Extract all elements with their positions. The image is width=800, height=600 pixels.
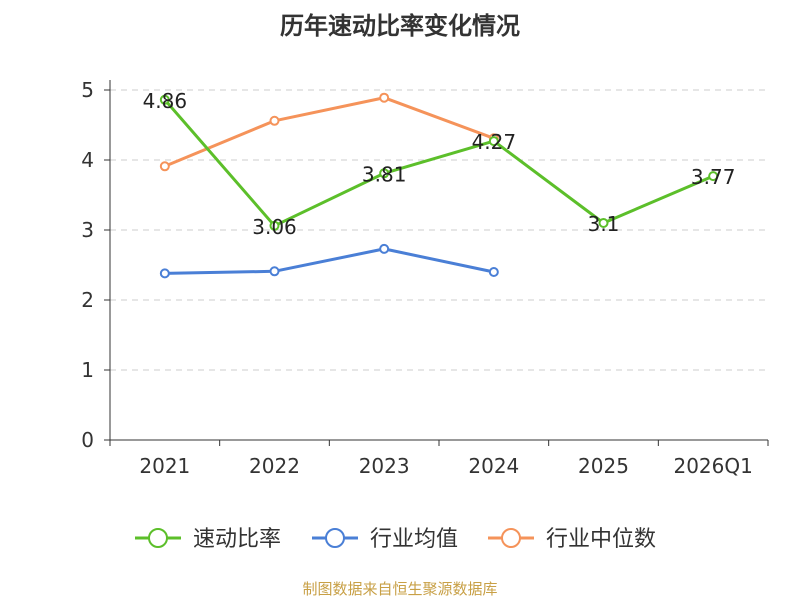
y-tick-label: 3 [81, 218, 94, 242]
data-label: 4.27 [472, 130, 517, 154]
y-tick-label: 0 [81, 428, 94, 452]
data-point[interactable] [159, 161, 170, 172]
data-label: 3.1 [588, 212, 620, 236]
legend-marker [148, 528, 168, 548]
series-lines [159, 92, 719, 279]
x-tick-label: 2022 [249, 454, 300, 478]
legend-marker [501, 528, 521, 548]
x-tick-label: 2025 [578, 454, 629, 478]
data-label: 4.86 [143, 89, 188, 113]
data-point[interactable] [708, 171, 719, 182]
legend-label: 速动比率 [193, 527, 281, 552]
x-tick-label: 2026Q1 [673, 454, 752, 478]
data-point[interactable] [159, 268, 170, 279]
data-point[interactable] [269, 115, 280, 126]
axes: 0 1 2 3 4 5 2021 2022 2023 2024 2025 2026Q1 [81, 78, 769, 478]
data-point[interactable] [269, 220, 280, 231]
series-line-2 [164, 247, 495, 275]
data-point[interactable] [379, 168, 390, 179]
legend-label: 行业中位数 [546, 527, 656, 552]
data-point[interactable] [488, 267, 499, 277]
y-tick-label: 2 [81, 288, 94, 312]
data-point[interactable] [379, 92, 390, 103]
data-label: 3.06 [252, 215, 297, 239]
legend-item-3[interactable]: 行业中位数 [488, 527, 656, 552]
data-label: 3.77 [691, 165, 736, 189]
x-tick-label: 2023 [359, 454, 410, 478]
y-tick-label: 1 [81, 358, 94, 382]
data-point[interactable] [379, 243, 390, 254]
legend-marker [325, 528, 345, 548]
data-labels: 4.86 3.06 3.81 4.27 3.1 3.77 [143, 89, 736, 239]
legend-item-2[interactable]: 行业均值 [312, 527, 458, 552]
y-tick-label: 5 [81, 78, 94, 102]
legend[interactable]: 速动比率 行业均值 行业中位数 [135, 527, 656, 552]
legend-item-1[interactable]: 速动比率 [135, 527, 281, 552]
data-point[interactable] [598, 218, 609, 228]
data-label: 3.81 [362, 162, 407, 186]
x-tick-label: 2024 [468, 454, 519, 478]
series-line-3 [164, 96, 495, 168]
legend-label: 行业均值 [370, 527, 458, 552]
grid-lines [110, 89, 768, 371]
x-tick-label: 2021 [139, 454, 190, 478]
data-point[interactable] [159, 94, 170, 105]
source-footer: 制图数据来自恒生聚源数据库 [302, 580, 498, 598]
y-tick-label: 4 [81, 148, 94, 172]
data-point[interactable] [269, 266, 280, 277]
data-point[interactable] [488, 136, 499, 147]
chart-title: 历年速动比率变化情况 [280, 12, 520, 40]
series-line-1 [163, 98, 714, 228]
